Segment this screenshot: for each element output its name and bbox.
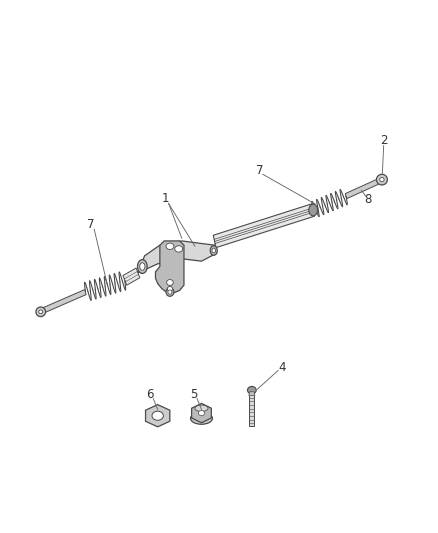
Text: 4: 4 [279, 361, 286, 374]
Ellipse shape [39, 310, 42, 313]
Text: 5: 5 [190, 389, 197, 401]
Polygon shape [345, 179, 380, 199]
Ellipse shape [166, 243, 174, 249]
Text: 7: 7 [256, 164, 264, 176]
Polygon shape [249, 394, 254, 426]
Text: 1: 1 [162, 192, 170, 205]
Polygon shape [43, 289, 86, 313]
Ellipse shape [195, 405, 208, 411]
Ellipse shape [380, 177, 384, 182]
Polygon shape [123, 268, 140, 285]
Polygon shape [155, 241, 184, 293]
Ellipse shape [247, 386, 256, 394]
Polygon shape [138, 241, 217, 273]
Polygon shape [249, 392, 255, 395]
Ellipse shape [309, 204, 318, 216]
Ellipse shape [138, 260, 147, 273]
Ellipse shape [376, 174, 387, 185]
Polygon shape [145, 405, 170, 427]
Ellipse shape [167, 287, 173, 291]
Polygon shape [213, 204, 314, 248]
Ellipse shape [175, 246, 183, 252]
Ellipse shape [168, 290, 172, 294]
Text: 7: 7 [87, 219, 95, 231]
Text: 8: 8 [364, 193, 371, 206]
Ellipse shape [191, 413, 212, 424]
Text: 6: 6 [146, 389, 154, 401]
Ellipse shape [166, 288, 174, 296]
Ellipse shape [140, 263, 145, 270]
Ellipse shape [212, 248, 215, 253]
Ellipse shape [166, 279, 173, 286]
Ellipse shape [198, 410, 205, 416]
Ellipse shape [152, 411, 163, 420]
Polygon shape [191, 403, 212, 423]
Ellipse shape [36, 307, 46, 317]
Ellipse shape [210, 246, 217, 255]
Text: 2: 2 [380, 134, 388, 147]
